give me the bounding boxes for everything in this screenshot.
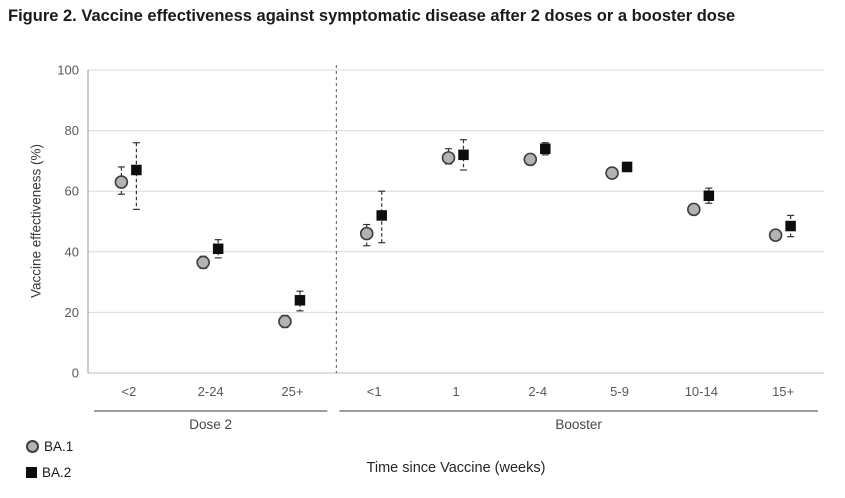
x-tick-label: <1 <box>367 384 382 399</box>
y-tick-label: 0 <box>72 366 79 381</box>
x-tick-label: 2-4 <box>528 384 547 399</box>
data-point-BA.1 <box>687 202 701 217</box>
category-group-label: Booster <box>555 417 602 432</box>
data-point-BA.2 <box>131 164 142 176</box>
data-point-BA.2 <box>376 210 387 221</box>
x-axis-title: Time since Vaccine (weeks) <box>366 460 546 476</box>
legend-item-ba1: BA.1 <box>26 439 73 454</box>
data-point-BA.2 <box>703 190 715 201</box>
data-point-BA.2 <box>540 143 551 155</box>
x-tick-label: 10-14 <box>685 384 718 399</box>
y-axis-title: Vaccine effectiveness (%) <box>28 143 44 299</box>
x-tick-label: 25+ <box>281 384 303 399</box>
data-point-BA.2 <box>621 161 633 173</box>
legend-label-ba2: BA.2 <box>42 465 72 480</box>
data-point-BA.1 <box>441 151 456 165</box>
y-tick-label: 40 <box>65 244 79 259</box>
y-tick-label: 60 <box>65 184 79 199</box>
legend: BA.1 BA.2 <box>26 439 73 480</box>
data-point-BA.1 <box>768 228 783 242</box>
figure-title: Figure 2. Vaccine effectiveness against … <box>8 7 736 25</box>
data-point-BA.2 <box>294 295 306 306</box>
y-tick-label: 100 <box>57 63 79 78</box>
x-tick-label: 5-9 <box>610 384 629 399</box>
data-point-BA.1 <box>523 152 538 167</box>
data-point-BA.2 <box>458 149 469 161</box>
data-point-BA.1 <box>114 175 129 189</box>
data-point-BA.1 <box>278 314 292 329</box>
y-tick-label: 20 <box>65 305 79 320</box>
data-point-BA.1 <box>196 255 210 270</box>
data-point-BA.2 <box>212 243 224 255</box>
x-tick-label: <2 <box>121 384 136 399</box>
y-tick-label: 80 <box>65 123 79 138</box>
legend-label-ba1: BA.1 <box>44 439 74 454</box>
square-marker-icon <box>26 467 37 478</box>
x-tick-label: 1 <box>452 384 459 399</box>
data-point-BA.1 <box>605 166 619 180</box>
category-group-label: Dose 2 <box>189 417 232 432</box>
data-point-BA.1 <box>359 226 374 241</box>
legend-item-ba2: BA.2 <box>26 465 73 480</box>
circle-marker-icon <box>26 440 39 453</box>
data-point-BA.2 <box>785 220 796 232</box>
x-tick-label: 15+ <box>772 384 794 399</box>
x-tick-label: 2-24 <box>198 384 224 399</box>
